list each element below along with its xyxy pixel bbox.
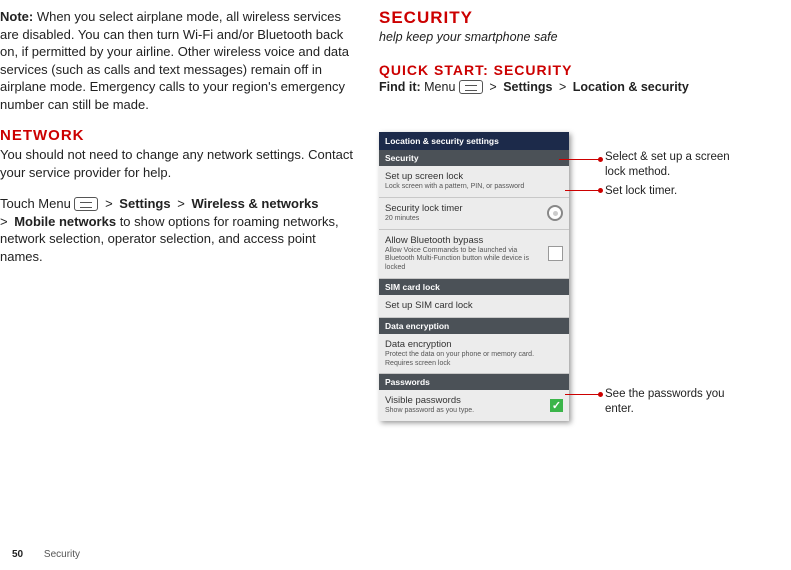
findit-settings: Settings xyxy=(503,80,552,94)
callout-line xyxy=(559,159,599,160)
quickstart-heading: QUICK START: SECURITY xyxy=(379,62,779,78)
note-body: When you select airplane mode, all wirel… xyxy=(0,9,349,112)
network-body: You should not need to change any networ… xyxy=(0,146,355,181)
section-security: Security xyxy=(379,150,569,166)
gt: > xyxy=(105,196,113,211)
section-passwords: Passwords xyxy=(379,374,569,390)
phone-mock: Location & security settings Security Se… xyxy=(379,132,569,421)
menu-word: Menu xyxy=(424,80,455,94)
page-footer: 50 Security xyxy=(12,549,80,560)
callout-screenlock: Select & set up a screen lock method. xyxy=(605,150,739,180)
page-number: 50 xyxy=(12,549,23,560)
item-sim-lock[interactable]: Set up SIM card lock xyxy=(379,295,569,318)
item-title: Allow Bluetooth bypass xyxy=(385,235,542,246)
find-it-line: Find it: Menu > Settings > Location & se… xyxy=(379,80,779,95)
menu-icon xyxy=(459,80,483,94)
item-title: Set up SIM card lock xyxy=(385,300,563,311)
callout-passwords: See the passwords you enter. xyxy=(605,387,739,417)
note-paragraph: Note: When you select airplane mode, all… xyxy=(0,8,355,113)
nav-settings: Settings xyxy=(119,196,170,211)
item-title: Data encryption xyxy=(385,339,563,350)
checkbox-icon xyxy=(548,246,563,261)
section-sim: SIM card lock xyxy=(379,279,569,295)
network-heading: NETWORK xyxy=(0,127,355,144)
network-nav: Touch Menu > Settings > Wireless & netwo… xyxy=(0,195,355,265)
callout-line xyxy=(565,394,599,395)
security-heading: SECURITY xyxy=(379,8,779,28)
item-lock-timer[interactable]: Security lock timer 20 minutes xyxy=(379,198,569,230)
findit-label: Find it: xyxy=(379,80,421,94)
menu-icon xyxy=(74,197,98,211)
item-screen-lock[interactable]: Set up screen lock Lock screen with a pa… xyxy=(379,166,569,198)
checkbox-checked-icon: ✓ xyxy=(550,399,563,412)
item-visible-passwords[interactable]: Visible passwords Show password as you t… xyxy=(379,390,569,421)
gt: > xyxy=(0,214,8,229)
item-desc: 20 minutes xyxy=(385,215,541,224)
findit-location: Location & security xyxy=(573,80,689,94)
footer-section: Security xyxy=(44,549,80,560)
item-encryption[interactable]: Data encryption Protect the data on your… xyxy=(379,334,569,375)
gt: > xyxy=(559,80,566,94)
item-desc: Lock screen with a pattern, PIN, or pass… xyxy=(385,183,563,192)
callout-line xyxy=(565,190,599,191)
nav-wireless: Wireless & networks xyxy=(191,196,318,211)
item-desc: Allow Voice Commands to be launched via … xyxy=(385,247,542,273)
item-desc: Show password as you type. xyxy=(385,407,544,416)
callout-timer: Set lock timer. xyxy=(605,184,677,199)
gt: > xyxy=(489,80,496,94)
section-encryption: Data encryption xyxy=(379,318,569,334)
note-label: Note: xyxy=(0,9,33,24)
nav-pre: Touch Menu xyxy=(0,196,71,211)
radio-icon xyxy=(547,205,563,221)
item-desc: Protect the data on your phone or memory… xyxy=(385,351,563,369)
phone-titlebar: Location & security settings xyxy=(379,132,569,150)
item-bluetooth-bypass[interactable]: Allow Bluetooth bypass Allow Voice Comma… xyxy=(379,230,569,279)
item-title: Security lock timer xyxy=(385,203,541,214)
nav-mobile: Mobile networks xyxy=(14,214,116,229)
item-title: Set up screen lock xyxy=(385,171,563,182)
item-title: Visible passwords xyxy=(385,395,544,406)
security-tagline: help keep your smartphone safe xyxy=(379,30,779,44)
gt: > xyxy=(177,196,185,211)
